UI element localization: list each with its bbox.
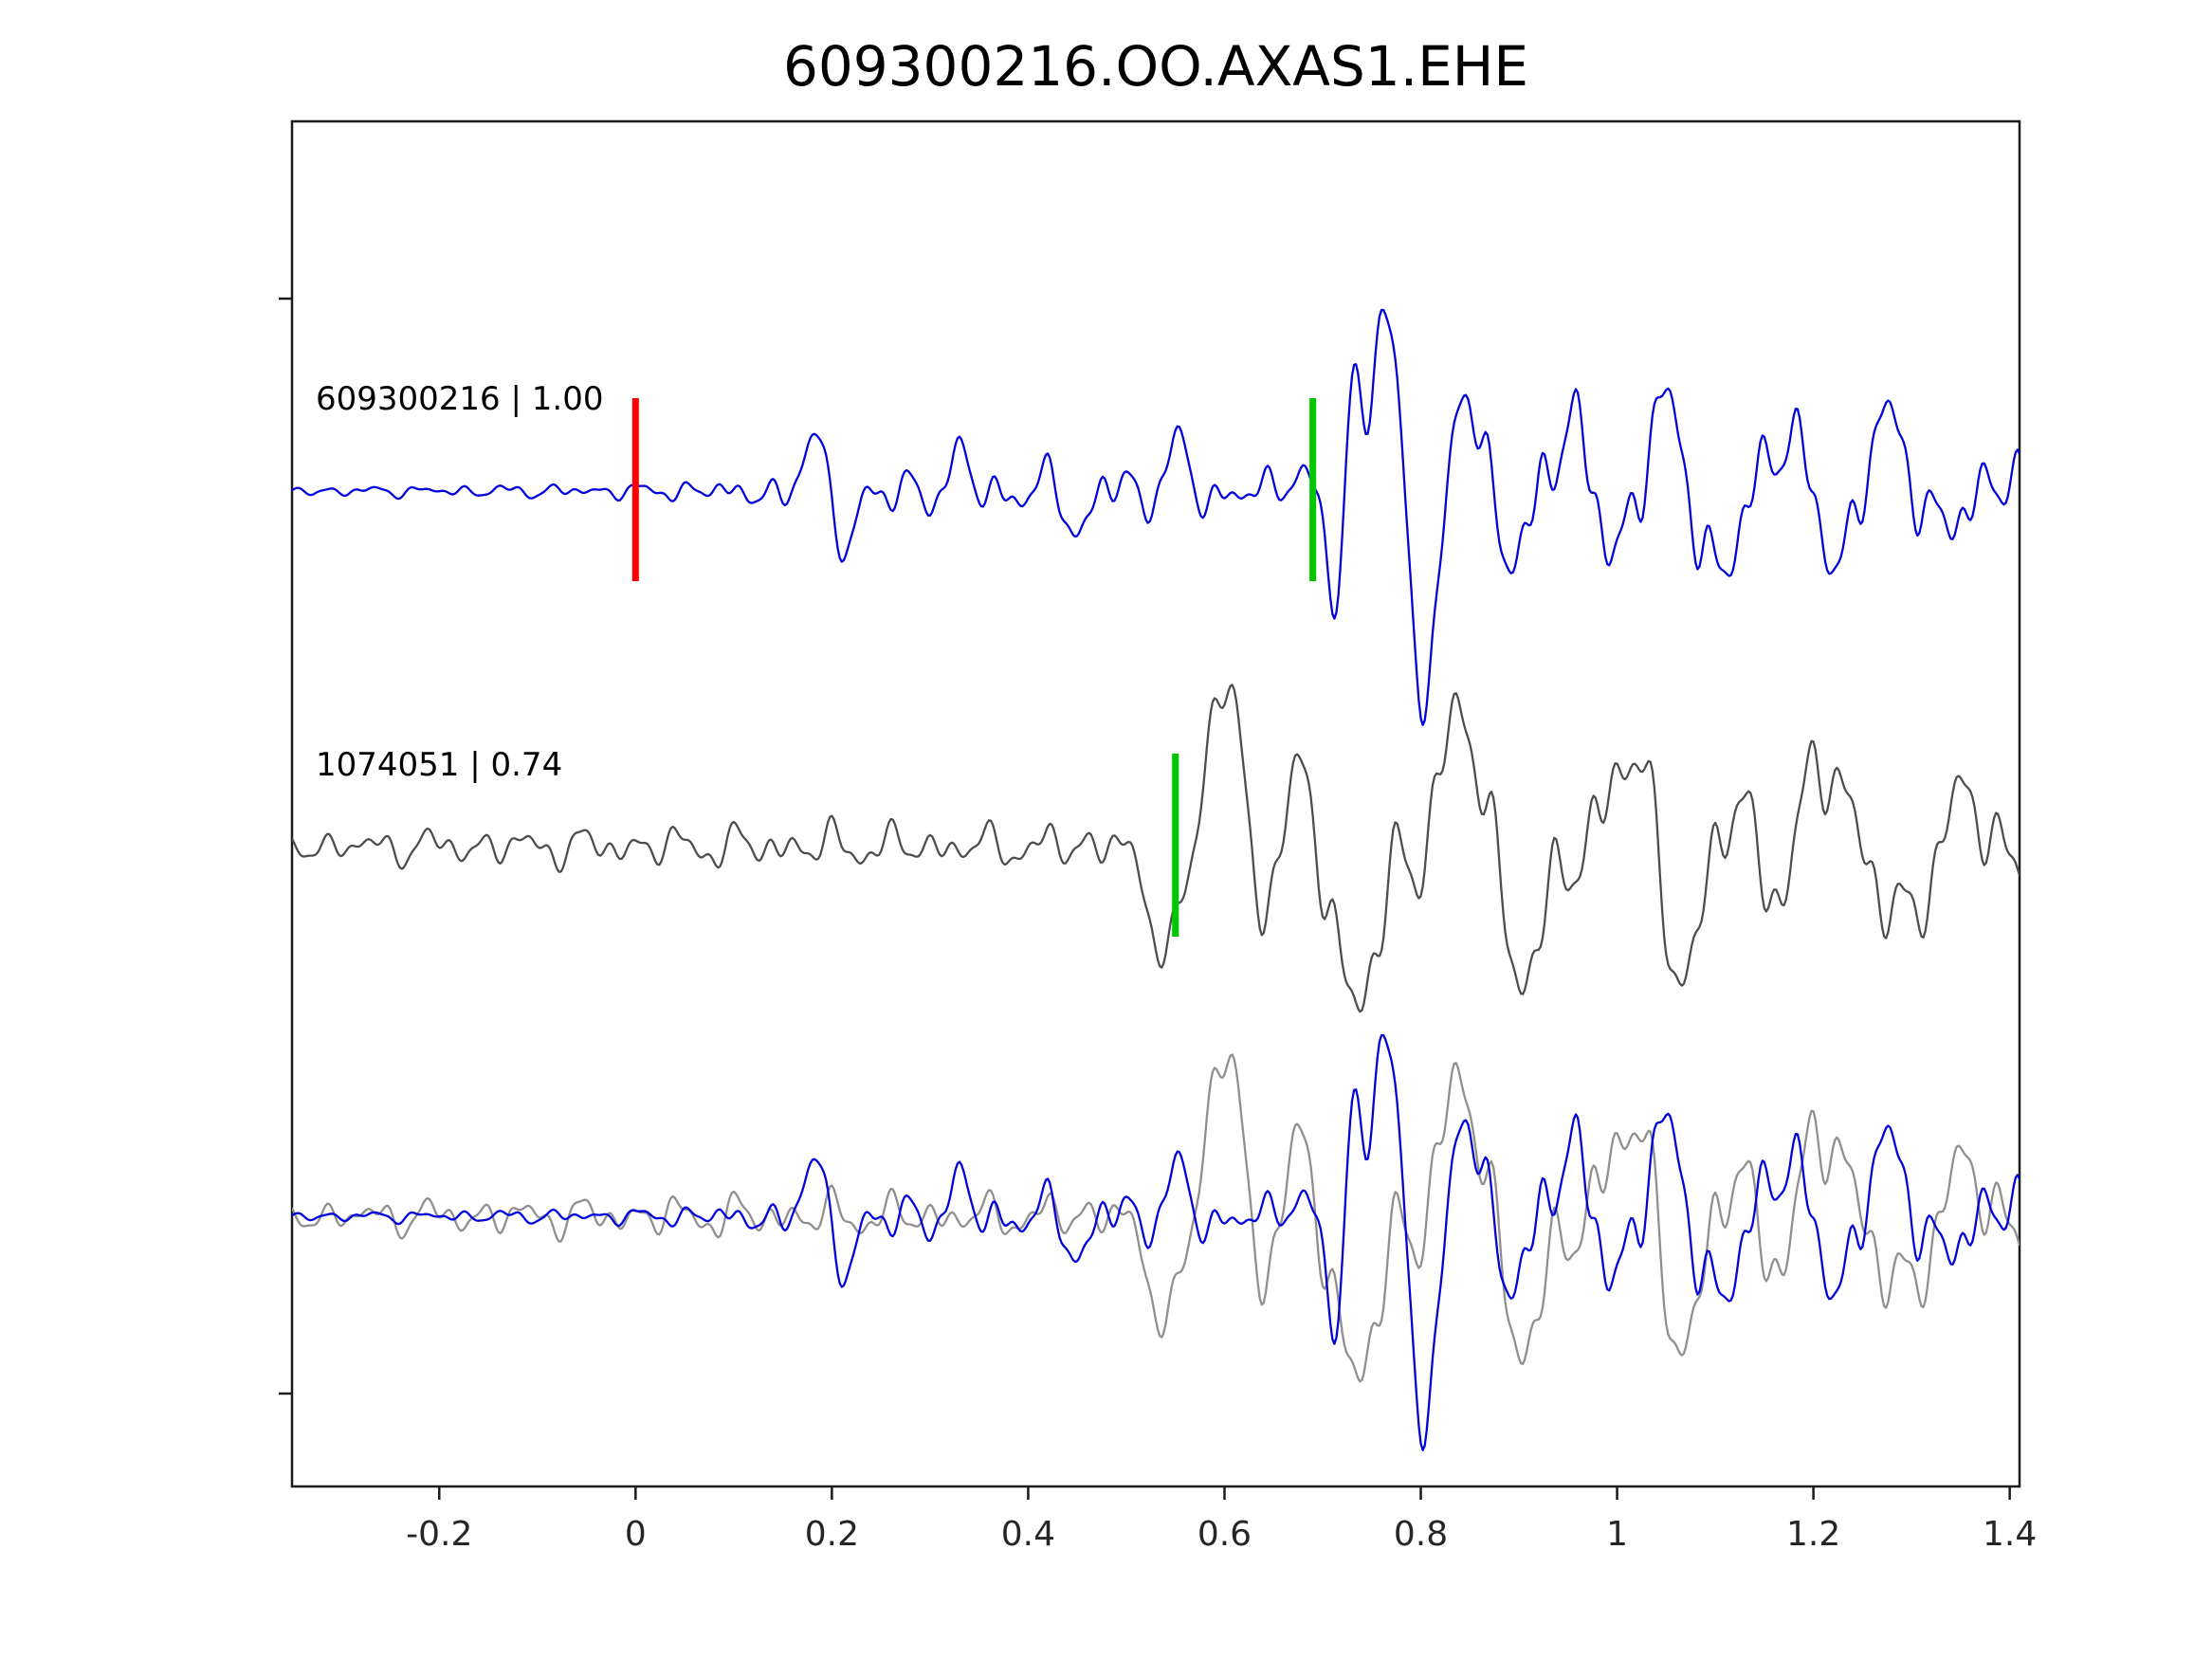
x-tick-label: 0.4 <box>1001 1515 1055 1554</box>
x-tick-label: 1.4 <box>1983 1515 2037 1554</box>
x-tick-label: 0.8 <box>1394 1515 1448 1554</box>
plot-area-border <box>290 119 2021 1488</box>
x-tick-label: 0.2 <box>805 1515 859 1554</box>
waveform-traces <box>292 308 2020 1451</box>
pick-markers <box>631 398 1317 937</box>
x-tick-label: 1.2 <box>1786 1515 1840 1554</box>
trace-label-template: 609300216 | 1.00 <box>316 380 603 418</box>
x-tick-label: -0.2 <box>406 1515 472 1554</box>
waveform-609300216 <box>292 308 2020 726</box>
waveform-1074051 <box>292 684 2020 1013</box>
y-axis-ticks <box>279 297 292 1395</box>
waveform-overlay-609300216 <box>292 1033 2020 1451</box>
chart-title: 609300216.OO.AXAS1.EHE <box>783 34 1528 99</box>
x-axis-ticks: -0.2 0 0.2 0.4 0.6 0.8 1 1.2 1.4 <box>406 1486 2037 1554</box>
trace-label-detection: 1074051 | 0.74 <box>316 746 562 784</box>
x-tick-label: 0 <box>625 1515 647 1554</box>
x-tick-label: 1 <box>1606 1515 1628 1554</box>
x-tick-label: 0.6 <box>1197 1515 1252 1554</box>
waveform-overlay-1074051 <box>292 1053 2020 1383</box>
